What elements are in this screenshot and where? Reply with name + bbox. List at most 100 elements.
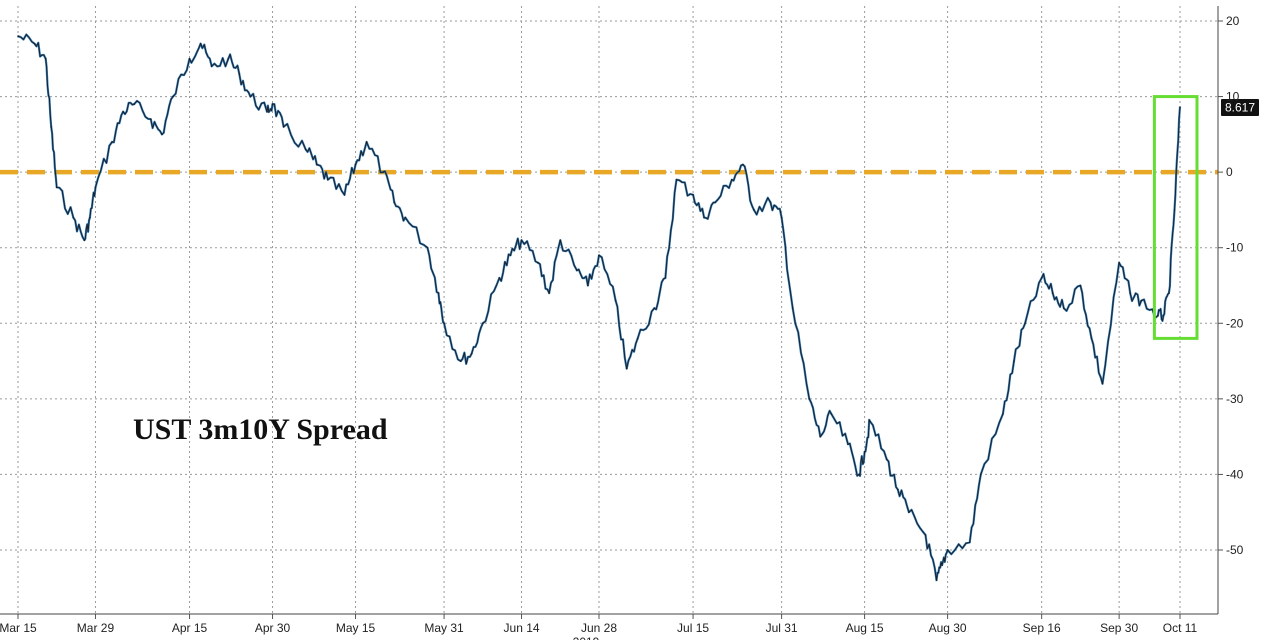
data-point — [1168, 292, 1170, 294]
data-point — [33, 42, 36, 45]
data-point — [576, 269, 578, 272]
data-point — [808, 398, 811, 400]
x-tick-label: Sep 16 — [1023, 621, 1061, 635]
data-point — [271, 103, 274, 105]
data-point — [426, 246, 429, 249]
x-axis-year-label: 2019 — [573, 635, 600, 640]
data-point — [509, 254, 512, 257]
x-tick-label: May 15 — [336, 621, 376, 635]
data-point — [1063, 307, 1065, 310]
chart-title: UST 3m10Y Spread — [133, 413, 388, 446]
data-point — [653, 307, 656, 310]
y-tick-label: -30 — [1226, 392, 1244, 406]
data-point — [172, 95, 174, 98]
data-point — [1090, 337, 1093, 340]
data-point — [769, 201, 772, 204]
data-point — [908, 511, 910, 513]
x-tick-label: Apr 15 — [172, 621, 208, 635]
data-point — [1179, 106, 1181, 108]
data-point — [249, 95, 252, 98]
data-point — [459, 360, 462, 362]
data-point — [482, 322, 484, 325]
data-point — [636, 337, 639, 340]
data-point — [393, 201, 396, 204]
data-point — [72, 216, 75, 219]
y-tick-label: -10 — [1226, 241, 1244, 255]
data-point — [316, 163, 318, 166]
data-point — [17, 35, 19, 37]
data-point — [968, 541, 971, 544]
data-point — [1013, 360, 1015, 362]
data-point — [520, 239, 523, 241]
y-tick-label: -40 — [1226, 467, 1244, 481]
data-point — [625, 367, 628, 370]
highlight-box — [1152, 95, 1199, 340]
data-point — [238, 73, 241, 75]
data-point — [791, 307, 794, 310]
data-point — [44, 58, 47, 60]
data-point — [55, 186, 58, 189]
data-point — [780, 216, 783, 219]
data-point — [924, 534, 927, 536]
data-point — [897, 488, 899, 491]
data-point — [227, 58, 230, 60]
data-point — [266, 110, 268, 113]
x-tick-label: Jun 14 — [504, 621, 540, 635]
data-point — [89, 216, 91, 219]
x-tick-label: Jun 28 — [581, 621, 617, 635]
data-point — [1040, 277, 1043, 279]
data-point — [1140, 299, 1143, 302]
data-point — [1051, 292, 1054, 294]
data-point — [548, 292, 550, 294]
last-value-badge — [1221, 99, 1259, 117]
data-point — [50, 126, 52, 128]
data-point — [742, 163, 744, 166]
x-tick-label: Aug 30 — [929, 621, 967, 635]
y-tick-label: 0 — [1226, 165, 1233, 179]
data-point — [210, 65, 213, 68]
axis-layer: 20 10 0 -10 -20 -30 -40 -50 Mar 15 Mar 29 Apr 15 Ap… — [0, 6, 1244, 635]
data-point — [470, 352, 473, 355]
data-point — [111, 141, 113, 143]
data-point — [946, 549, 949, 551]
data-point — [869, 420, 871, 423]
overlay-layer: 8.617 — [1152, 95, 1259, 340]
data-point — [94, 186, 97, 189]
data-point — [1002, 413, 1004, 415]
data-point — [614, 299, 617, 302]
x-tick-label: Apr 30 — [255, 621, 291, 635]
data-point — [122, 110, 124, 113]
data-point — [1173, 209, 1176, 211]
y-tick-label: 10 — [1226, 90, 1240, 104]
series-layer — [17, 33, 1182, 582]
data-point — [703, 216, 705, 219]
data-point — [404, 216, 407, 219]
data-point — [443, 322, 445, 325]
data-point — [885, 458, 888, 461]
data-point — [935, 579, 938, 581]
data-point — [133, 103, 135, 105]
data-point — [587, 284, 589, 287]
data-point — [1079, 284, 1082, 287]
data-point — [675, 178, 678, 181]
x-tick-label: Oct 11 — [1163, 621, 1198, 635]
data-point — [437, 292, 440, 294]
data-point — [731, 178, 733, 181]
data-point — [847, 443, 849, 446]
data-point — [830, 413, 833, 415]
data-point — [692, 194, 694, 196]
data-point — [282, 126, 285, 128]
data-point — [980, 473, 982, 476]
y-tick-label: 20 — [1226, 14, 1240, 28]
data-point — [863, 451, 866, 453]
x-tick-label: Mar 15 — [0, 621, 37, 635]
data-point — [327, 178, 329, 181]
data-point — [1024, 322, 1026, 325]
data-point — [365, 141, 368, 143]
data-point — [382, 171, 385, 173]
data-point — [343, 194, 346, 196]
data-point — [1118, 262, 1120, 264]
x-tick-label: Aug 15 — [846, 621, 884, 635]
data-point — [150, 118, 152, 120]
